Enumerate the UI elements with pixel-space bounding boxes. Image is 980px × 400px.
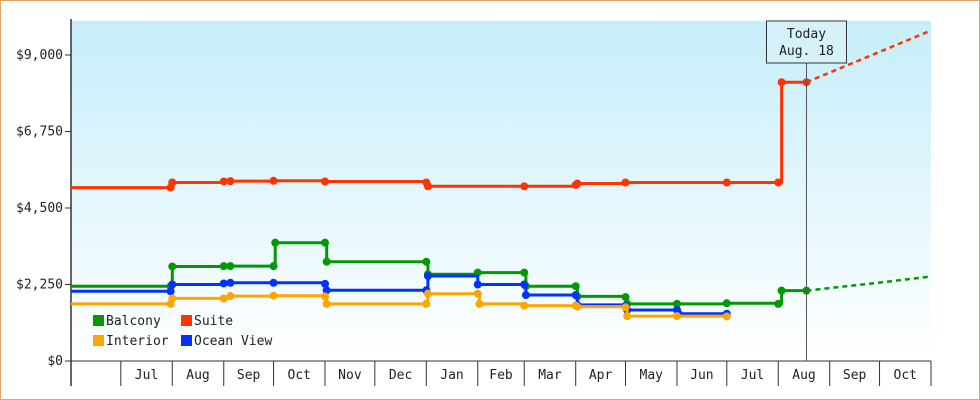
series-point-suite [520, 182, 529, 191]
series-point-suite [774, 178, 783, 187]
series-point-balcony [672, 299, 681, 308]
series-point-interior [621, 303, 630, 312]
y-tick-label: $9,000 [16, 48, 63, 63]
month-label: Nov [338, 368, 362, 383]
series-point-interior [473, 289, 482, 298]
series-layer [71, 30, 930, 321]
y-tick-label: $6,750 [16, 125, 63, 140]
series-point-suite [219, 177, 228, 186]
series-point-interior [269, 291, 278, 300]
plot-background [71, 21, 931, 361]
month-label: Oct [288, 368, 311, 383]
month-label: Sep [843, 368, 867, 383]
today-marker-layer: Today Aug. 18 [765, 20, 847, 361]
series-point-interior [722, 312, 731, 321]
series-point-interior [168, 294, 177, 303]
month-label: Jul [741, 368, 764, 383]
month-label: Aug [792, 368, 815, 383]
series-point-balcony [722, 299, 731, 308]
series-point-interior [573, 302, 582, 311]
series-point-suite [269, 176, 278, 185]
axes-layer: $0 $2,250 $4,500 $6,750 $9,000 Jul Aug Sep Oct No… [16, 19, 932, 386]
series-point-interior [672, 312, 681, 321]
series-point-ocean-view [520, 280, 529, 289]
series-point-balcony [777, 286, 786, 295]
legend-label-ocean-view: Ocean View [194, 334, 272, 349]
series-point-interior [475, 299, 484, 308]
series-point-ocean-view [423, 272, 432, 280]
legend-swatch-interior [93, 335, 104, 346]
series-point-interior [423, 289, 432, 298]
series-point-balcony [520, 268, 529, 277]
month-label: Jul [135, 368, 158, 383]
series-point-ocean-view [321, 279, 330, 288]
y-tick-label: $4,500 [16, 201, 63, 216]
series-point-suite [168, 178, 177, 187]
series-point-ocean-view [168, 280, 177, 289]
series-point-interior [422, 299, 431, 308]
series-point-ocean-view [322, 286, 331, 295]
series-point-balcony [271, 238, 280, 247]
today-date-label: Aug. 18 [779, 44, 834, 59]
y-tick-label: $2,250 [16, 278, 63, 293]
series-point-balcony [269, 262, 278, 271]
month-label: Oct [894, 368, 917, 383]
month-label: Feb [489, 368, 513, 383]
series-point-suite [777, 78, 786, 87]
month-label: Jun [690, 368, 713, 383]
series-point-ocean-view [521, 291, 530, 300]
series-point-interior [322, 299, 331, 308]
series-point-balcony [774, 299, 783, 308]
legend-swatch-suite [181, 315, 192, 326]
month-label: May [640, 368, 664, 383]
month-label: Dec [389, 368, 412, 383]
series-point-ocean-view [166, 287, 175, 296]
series-point-suite [722, 178, 731, 187]
legend-label-interior: Interior [106, 334, 169, 349]
month-label: Apr [589, 368, 613, 383]
series-point-interior [219, 294, 228, 303]
series-point-balcony [219, 262, 228, 271]
month-label: Jan [440, 368, 463, 383]
series-point-suite [321, 177, 330, 186]
series-point-balcony [321, 238, 330, 247]
series-point-balcony [168, 262, 177, 271]
legend-swatch-balcony [93, 315, 104, 326]
series-point-suite [226, 177, 235, 186]
series-point-ocean-view [473, 280, 482, 289]
series-point-balcony [226, 262, 235, 271]
series-point-balcony [322, 257, 331, 266]
series-point-interior [226, 292, 235, 301]
series-point-balcony [422, 257, 431, 266]
y-tick-label: $0 [47, 354, 63, 369]
legend-swatch-ocean-view [181, 335, 192, 346]
series-point-suite [423, 182, 432, 191]
today-label: Today [787, 27, 826, 42]
month-label: Aug [186, 368, 209, 383]
today-box [765, 20, 847, 64]
month-label: Mar [538, 368, 562, 383]
series-point-ocean-view [219, 279, 228, 288]
series-point-ocean-view [226, 278, 235, 287]
series-point-suite [621, 178, 630, 187]
series-point-interior [623, 312, 632, 321]
legend-label-suite: Suite [194, 314, 233, 329]
series-point-balcony [571, 282, 580, 291]
legend-label-balcony: Balcony [106, 314, 161, 329]
series-point-balcony [621, 293, 630, 302]
legend-layer: Balcony Suite Interior Ocean View [93, 314, 272, 349]
series-point-interior [520, 301, 529, 310]
month-label: Sep [237, 368, 261, 383]
series-projection-suite [806, 30, 930, 84]
series-point-suite [573, 179, 582, 188]
series-point-ocean-view [571, 291, 580, 300]
series-point-ocean-view [269, 278, 278, 287]
series-point-interior [321, 292, 330, 301]
